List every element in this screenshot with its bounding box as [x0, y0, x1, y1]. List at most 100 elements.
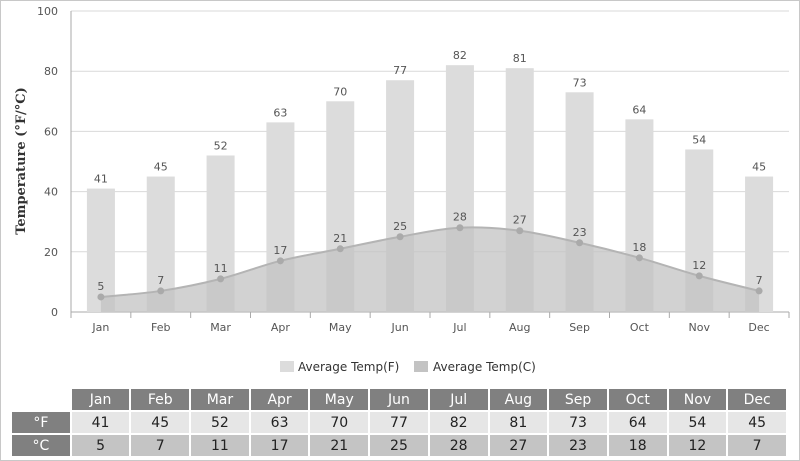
- row-label-fahrenheit: °F: [12, 412, 70, 433]
- bar-data-label: 70: [333, 85, 347, 98]
- month-header: Mar: [191, 389, 249, 410]
- celsius-data-label: 28: [453, 211, 467, 224]
- x-tick-label: Aug: [509, 321, 530, 334]
- celsius-point: [516, 227, 524, 235]
- legend-label-f: Average Temp(F): [298, 360, 399, 374]
- celsius-point: [157, 287, 165, 295]
- x-tick-label: Nov: [689, 321, 711, 334]
- y-tick-label: 60: [44, 125, 58, 138]
- bar-data-label: 41: [94, 173, 108, 186]
- x-tick-label: Jun: [390, 321, 408, 334]
- month-header: Jan: [71, 389, 130, 410]
- celsius-data-label: 17: [273, 244, 287, 257]
- celsius-data-label: 12: [692, 259, 706, 272]
- celsius-data-label: 7: [157, 274, 164, 287]
- bar-data-label: 45: [752, 161, 766, 174]
- x-tick-label: Sep: [569, 321, 590, 334]
- table-row-fahrenheit: °F 41 45 52 63 70 77 82 81 73 64 54 45: [12, 412, 786, 433]
- bar-data-label: 81: [513, 52, 527, 65]
- bar-data-label: 45: [154, 161, 168, 174]
- bar-data-label: 82: [453, 49, 467, 62]
- celsius-data-label: 23: [573, 226, 587, 239]
- bar-data-label: 52: [214, 139, 228, 152]
- table-corner: [12, 389, 70, 410]
- x-axis: Jan Feb Mar Apr May Jun Jul Aug Sep Oct Nov Dec: [70, 312, 790, 334]
- table-cell: 81: [489, 412, 548, 433]
- x-tick-label: Jul: [452, 321, 466, 334]
- celsius-line: [100, 226, 760, 298]
- legend-swatch-c: [414, 361, 428, 372]
- celsius-data-label: 5: [97, 280, 104, 293]
- table-cell: 54: [668, 412, 727, 433]
- celsius-point: [276, 257, 284, 265]
- table-cell: 23: [549, 435, 607, 456]
- month-header: Nov: [668, 389, 727, 410]
- celsius-point: [456, 224, 464, 232]
- table-cell: 70: [310, 412, 369, 433]
- table-cell: 7: [728, 435, 786, 456]
- temperature-table: Jan Feb Mar Apr May Jun Jul Aug Sep Oct …: [10, 387, 788, 458]
- x-tick-label: Mar: [210, 321, 231, 334]
- month-header: Jun: [370, 389, 428, 410]
- bar-data-label: 73: [573, 76, 587, 89]
- celsius-point: [695, 272, 703, 280]
- month-header: Dec: [728, 389, 786, 410]
- y-tick-label: 80: [44, 65, 58, 78]
- table-header-row: Jan Feb Mar Apr May Jun Jul Aug Sep Oct …: [12, 389, 786, 410]
- legend-swatch-f: [280, 361, 294, 372]
- celsius-point: [217, 275, 225, 283]
- celsius-area-fill: [100, 227, 760, 312]
- table-cell: 82: [429, 412, 488, 433]
- y-tick-label: 40: [44, 186, 58, 199]
- table-cell: 21: [310, 435, 369, 456]
- bar-data-label: 54: [692, 133, 706, 146]
- celsius-data-label: 11: [214, 262, 228, 275]
- table-cell: 52: [191, 412, 249, 433]
- month-header: Aug: [489, 389, 548, 410]
- table-cell: 45: [131, 412, 190, 433]
- table-cell: 17: [250, 435, 309, 456]
- y-tick-label: 20: [44, 246, 58, 259]
- celsius-point: [755, 287, 763, 295]
- table-row-celsius: °C 5 7 11 17 21 25 28 27 23 18 12 7: [12, 435, 786, 456]
- celsius-point: [576, 239, 584, 247]
- month-header: Feb: [131, 389, 190, 410]
- celsius-area: 5 7 11 17 21 25 28 27 23 18 12 7: [97, 211, 763, 312]
- table-cell: 77: [370, 412, 428, 433]
- bar-fahrenheit: [86, 188, 115, 312]
- table-cell: 25: [370, 435, 428, 456]
- table-cell: 28: [429, 435, 488, 456]
- month-header: Oct: [608, 389, 667, 410]
- y-tick-label: 0: [51, 306, 58, 319]
- table-cell: 64: [608, 412, 667, 433]
- x-tick-label: Jan: [91, 321, 109, 334]
- celsius-point: [635, 254, 643, 262]
- table-cell: 63: [250, 412, 309, 433]
- table-cell: 12: [668, 435, 727, 456]
- table-cell: 18: [608, 435, 667, 456]
- y-tick-label: 100: [37, 5, 58, 18]
- celsius-point: [336, 245, 344, 253]
- celsius-data-label: 7: [756, 274, 763, 287]
- table-cell: 45: [728, 412, 786, 433]
- celsius-data-label: 21: [333, 232, 347, 245]
- celsius-data-label: 18: [632, 241, 646, 254]
- month-header: Apr: [250, 389, 309, 410]
- month-header: May: [310, 389, 369, 410]
- bar-data-label: 64: [632, 103, 646, 116]
- x-tick-label: Oct: [630, 321, 650, 334]
- celsius-point: [396, 233, 404, 241]
- x-tick-label: Dec: [748, 321, 769, 334]
- legend-label-c: Average Temp(C): [433, 360, 536, 374]
- table-cell: 41: [71, 412, 130, 433]
- table-cell: 5: [71, 435, 130, 456]
- bar-data-label: 63: [273, 106, 287, 119]
- table-cell: 11: [191, 435, 249, 456]
- x-tick-label: Apr: [271, 321, 291, 334]
- y-axis-title: Temperature (°F/°C): [14, 87, 29, 235]
- celsius-point: [97, 293, 105, 301]
- celsius-data-label: 25: [393, 220, 407, 233]
- table-cell: 73: [549, 412, 607, 433]
